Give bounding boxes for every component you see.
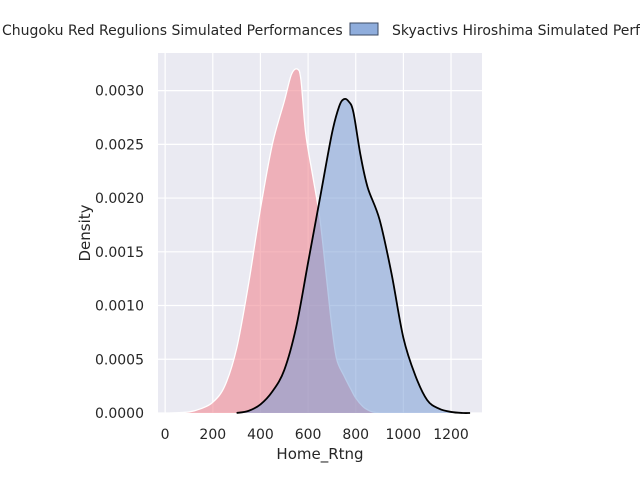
x-tick-label: 200 bbox=[199, 427, 226, 443]
y-tick-label: 0.0010 bbox=[95, 299, 144, 315]
legend-item-2: Skyactivs Hiroshima Simulated Performanc… bbox=[349, 22, 640, 39]
x-tick-label: 400 bbox=[247, 427, 274, 443]
legend: Chugoku Red Regulions Simulated Performa… bbox=[2, 22, 640, 39]
x-tick-label: 1200 bbox=[433, 427, 469, 443]
x-axis-label: Home_Rtng bbox=[276, 445, 363, 464]
y-tick-label: 0.0005 bbox=[95, 352, 144, 368]
x-axis-ticks: 0 200 400 600 800 1000 1200 bbox=[161, 427, 469, 443]
y-tick-label: 0.0020 bbox=[95, 191, 144, 207]
y-tick-label: 0.0030 bbox=[95, 84, 144, 100]
x-tick-label: 600 bbox=[295, 427, 322, 443]
x-tick-label: 800 bbox=[342, 427, 369, 443]
y-axis-ticks: 0.0000 0.0005 0.0010 0.0015 0.0020 0.0025 0.00… bbox=[95, 84, 144, 422]
y-tick-label: 0.0015 bbox=[95, 245, 144, 261]
legend-item-1: Chugoku Red Regulions Simulated Performa… bbox=[2, 23, 343, 39]
y-tick-label: 0.0000 bbox=[95, 406, 144, 422]
density-areas bbox=[169, 68, 471, 414]
x-tick-label: 1000 bbox=[386, 427, 422, 443]
x-tick-label: 0 bbox=[161, 427, 170, 443]
legend-label: Skyactivs Hiroshima Simulated Performanc… bbox=[392, 23, 640, 39]
density-line-series-2 bbox=[236, 97, 471, 414]
legend-label: Chugoku Red Regulions Simulated Performa… bbox=[2, 23, 343, 39]
y-axis-label: Density bbox=[76, 204, 94, 261]
y-tick-label: 0.0025 bbox=[95, 137, 144, 153]
legend-swatch bbox=[349, 22, 379, 36]
